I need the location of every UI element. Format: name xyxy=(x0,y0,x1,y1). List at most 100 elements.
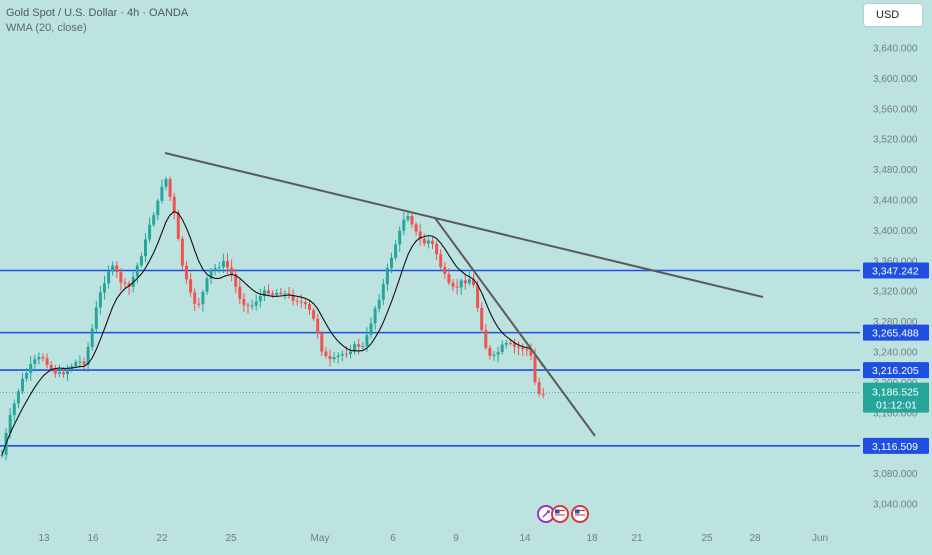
candle-body xyxy=(402,219,406,231)
candle-body xyxy=(480,307,484,331)
candle-body xyxy=(217,267,221,269)
candle-body xyxy=(103,283,106,293)
candle-body xyxy=(271,293,275,295)
us-flag-event-icon[interactable] xyxy=(571,505,589,523)
price-axis-tick-label: 3,520.000 xyxy=(873,135,918,146)
candle-body xyxy=(308,304,311,310)
candle-body xyxy=(459,280,463,288)
candle-body xyxy=(45,358,49,365)
candle-body xyxy=(394,244,398,258)
trendline-long[interactable] xyxy=(164,152,764,298)
candle-body xyxy=(426,240,430,244)
time-axis-label: 25 xyxy=(701,533,713,544)
candle-body xyxy=(86,346,90,365)
symbol-title[interactable]: Gold Spot / U.S. Dollar · 4h · OANDA xyxy=(6,7,189,19)
candle-body xyxy=(521,347,525,350)
price-axis-tick-label: 3,080.000 xyxy=(873,469,918,480)
time-axis-label: May xyxy=(311,533,330,544)
candle-body xyxy=(205,278,209,292)
candle-body xyxy=(476,285,480,308)
candle-body xyxy=(537,382,541,394)
candle-body xyxy=(500,344,504,353)
candle-body xyxy=(414,224,418,232)
price-level-tag[interactable] xyxy=(863,262,929,279)
candle-body xyxy=(148,224,152,240)
candle-body xyxy=(332,357,336,360)
candle-body xyxy=(49,364,53,369)
candle-body xyxy=(303,302,307,305)
time-axis-label: 9 xyxy=(453,533,459,544)
currency-button[interactable]: USD xyxy=(864,4,922,26)
candle-body xyxy=(160,186,164,201)
candle-body xyxy=(410,215,414,225)
candle-body xyxy=(525,349,529,351)
candle-body xyxy=(12,403,16,416)
time-axis-label: 22 xyxy=(156,533,168,544)
candle-body xyxy=(90,328,94,347)
price-level-tag-label: 3,216.205 xyxy=(872,365,919,377)
candle-body xyxy=(492,354,496,356)
time-axis-label: 16 xyxy=(87,533,99,544)
price-axis-tick-label: 3,400.000 xyxy=(873,226,918,237)
price-axis-tick-label: 3,040.000 xyxy=(873,500,918,511)
candle-body xyxy=(156,200,160,216)
candle-body xyxy=(139,256,143,266)
candle-body xyxy=(295,300,299,302)
price-axis-tick-label: 3,360.000 xyxy=(873,256,918,267)
indicator-legend[interactable]: WMA (20, close) xyxy=(6,22,87,34)
candle-body xyxy=(283,293,287,295)
candle-body xyxy=(517,346,521,348)
candle-body xyxy=(66,368,70,375)
candle-body xyxy=(443,267,447,275)
candle-body xyxy=(213,268,217,271)
price-level-tag[interactable] xyxy=(863,362,929,379)
candle-body xyxy=(201,291,205,305)
price-axis-tick-label: 3,440.000 xyxy=(873,196,918,207)
candle-body xyxy=(336,355,340,358)
candle-body xyxy=(74,361,78,367)
candle-body xyxy=(152,215,156,225)
candle-body xyxy=(287,293,291,295)
price-level-tag-label: 3,347.242 xyxy=(872,265,919,277)
candle-body xyxy=(230,267,234,275)
candle-body xyxy=(82,361,86,365)
candle-body xyxy=(246,304,250,306)
time-axis-label: Jun xyxy=(812,533,828,544)
price-level-tag[interactable] xyxy=(863,437,929,454)
candle-body xyxy=(418,231,422,239)
candle-body xyxy=(398,230,402,245)
us-flag-event-icon[interactable] xyxy=(551,505,569,523)
time-axis-label: 21 xyxy=(631,533,643,544)
candle-body xyxy=(291,294,295,301)
candle-body xyxy=(16,391,20,404)
candle-body xyxy=(135,265,139,277)
candle-body xyxy=(279,292,283,294)
candle-body xyxy=(529,349,533,356)
candle-body xyxy=(320,333,324,352)
time-axis-label: 18 xyxy=(586,533,598,544)
candle-body xyxy=(344,353,348,355)
candle-body xyxy=(238,286,242,299)
time-axis-label: 13 xyxy=(38,533,50,544)
price-axis-tick-label: 3,280.000 xyxy=(873,317,918,328)
candle-body xyxy=(209,270,213,279)
time-axis-label: 14 xyxy=(519,533,531,544)
candle-body xyxy=(21,378,24,392)
candle-body xyxy=(541,393,545,396)
candle-body xyxy=(258,296,262,302)
candle-body xyxy=(189,279,193,293)
candle-body xyxy=(164,178,168,187)
candle-body xyxy=(262,290,266,297)
candle-body xyxy=(25,372,29,379)
candle-body xyxy=(226,261,229,268)
current-price-tag[interactable] xyxy=(863,382,929,413)
candle-body xyxy=(299,301,303,303)
candle-body xyxy=(463,280,467,284)
trendline-short[interactable] xyxy=(434,217,596,437)
candle-body xyxy=(328,356,332,360)
time-axis-label: 6 xyxy=(390,533,396,544)
price-level-tag[interactable] xyxy=(863,324,929,341)
time-axis-label: 28 xyxy=(749,533,761,544)
